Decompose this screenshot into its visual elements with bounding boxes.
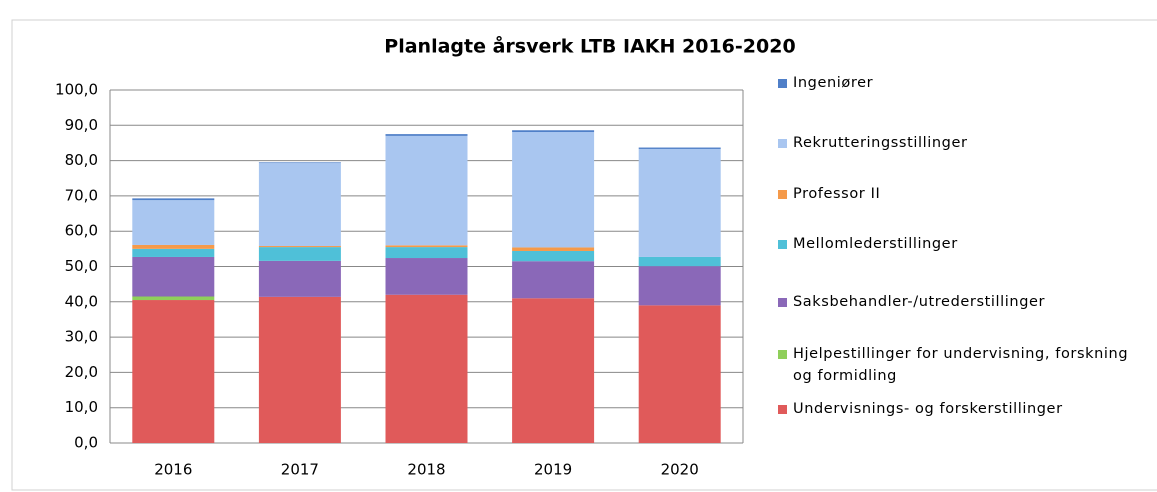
x-tick-label: 2019 [534,461,572,479]
bar-segment [385,135,468,246]
bar-segment [385,294,468,443]
legend-item: Hjelpestillinger for undervisning, forsk… [778,343,1138,387]
bar-segment [385,247,468,259]
legend-label: Professor II [793,186,881,202]
bar-segment [638,256,721,267]
bar-segment [638,305,721,443]
legend-label: Ingeniører [793,75,874,91]
legend-swatch [778,79,787,88]
bar-segment [638,148,721,257]
legend-swatch [778,190,787,199]
y-tick-label: 80,0 [65,151,98,169]
bar-segment [512,130,595,133]
bar-segment [132,198,215,201]
legend-swatch [778,350,787,359]
bar-segment [385,258,468,295]
y-tick-label: 10,0 [65,398,98,416]
bar-segment [132,248,215,257]
legend-label: Saksbehandler-/utrederstillinger [793,294,1046,310]
legend-swatch [778,240,787,249]
legend-label: Undervisnings- og forskerstillinger [793,401,1063,417]
bar-segment [385,134,468,136]
legend-label: Hjelpestillinger for undervisning, forsk… [793,346,1129,384]
bar-segment [258,296,341,443]
chart-title: Planlagte årsverk LTB IAKH 2016-2020 [384,34,795,58]
legend-item: Undervisnings- og forskerstillinger [778,398,1063,420]
bar-segment [258,162,341,164]
bar-segment [512,261,595,299]
bar-segment [512,298,595,443]
x-tick-label: 2017 [281,461,319,479]
legend-label: Rekrutteringsstillinger [793,135,968,151]
legend-swatch [778,298,787,307]
y-tick-label: 70,0 [65,186,98,204]
legend-item: Mellomlederstillinger [778,233,958,255]
bar-segment [258,163,341,247]
y-tick-label: 40,0 [65,292,98,310]
y-tick-label: 60,0 [65,222,98,240]
bar-segment [258,260,341,297]
legend-swatch [778,139,787,148]
y-tick-label: 0,0 [74,434,98,452]
y-tick-label: 20,0 [65,363,98,381]
bar-segment [385,245,468,248]
bar-segment [132,296,215,301]
bar-segment [132,200,215,245]
bar-segment [258,247,341,261]
bar-segment [132,256,215,297]
y-tick-label: 30,0 [65,328,98,346]
legend-item: Rekrutteringsstillinger [778,132,968,154]
bar-segment [638,147,721,149]
legend-item: Professor II [778,183,880,205]
bar-segment [512,132,595,248]
bar-segment [638,266,721,306]
x-tick-label: 2016 [154,461,192,479]
legend-item: Ingeniører [778,72,873,94]
legend-item: Saksbehandler-/utrederstillinger [778,291,1045,313]
bar-segment [132,300,215,443]
legend-swatch [778,405,787,414]
y-tick-label: 90,0 [65,116,98,134]
bar-segment [512,247,595,251]
bar-segment [512,250,595,262]
bar-segment [258,246,341,248]
bar-segment [132,244,215,249]
x-tick-label: 2018 [407,461,445,479]
legend-label: Mellomlederstillinger [793,236,958,252]
x-tick-label: 2020 [661,461,699,479]
y-tick-label: 100,0 [55,81,98,99]
y-tick-label: 50,0 [65,257,98,275]
